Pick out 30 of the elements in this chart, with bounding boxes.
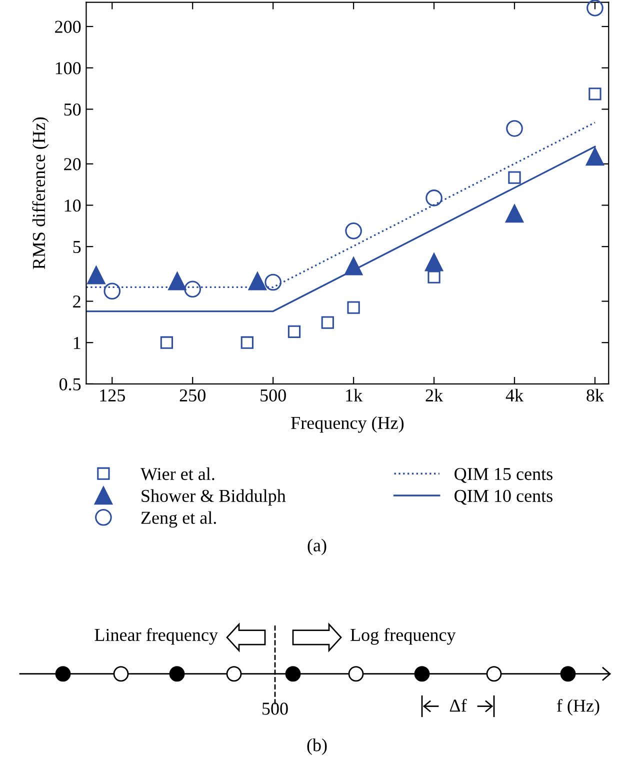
- x-tick-label: 4k: [506, 388, 524, 402]
- x-tick-label: 2k: [426, 388, 444, 402]
- x-tick-label: 250: [180, 389, 206, 402]
- y-tick-label: 2: [73, 296, 80, 308]
- legend-label: QIM 15 cents: [454, 468, 552, 483]
- text: Log frequency: [350, 628, 456, 645]
- y-tick-label: 50: [64, 103, 81, 116]
- y-axis-title: RMS difference (Hz): [32, 117, 49, 270]
- text: f (Hz): [556, 698, 600, 716]
- text: Δf: [450, 698, 467, 712]
- y-tick-label: 200: [55, 20, 81, 33]
- y-tick-label: 0.5: [59, 378, 81, 390]
- x-tick-label: 500: [260, 389, 286, 402]
- x-tick-label: 1k: [346, 388, 363, 402]
- text: (a): [308, 538, 326, 556]
- text: 500: [262, 702, 288, 715]
- x-tick-label: 125: [100, 389, 125, 402]
- legend-label: Shower & Biddulph: [142, 489, 286, 506]
- y-tick-label: 100: [56, 62, 81, 74]
- legend-label: Zeng et al.: [141, 511, 216, 528]
- x-tick-label: 8k: [586, 388, 604, 402]
- y-tick-label: 10: [64, 199, 81, 212]
- legend-label: Wier et al.: [140, 467, 214, 480]
- text: Linear frequency: [94, 628, 218, 645]
- legend-label: QIM 10 cents: [454, 490, 552, 505]
- x-axis-title: Frequency (Hz): [291, 416, 404, 433]
- y-tick-label: 5: [73, 241, 81, 254]
- y-tick-label: 20: [64, 158, 81, 170]
- text: (b): [307, 738, 327, 755]
- y-tick-label: 1: [74, 336, 80, 349]
